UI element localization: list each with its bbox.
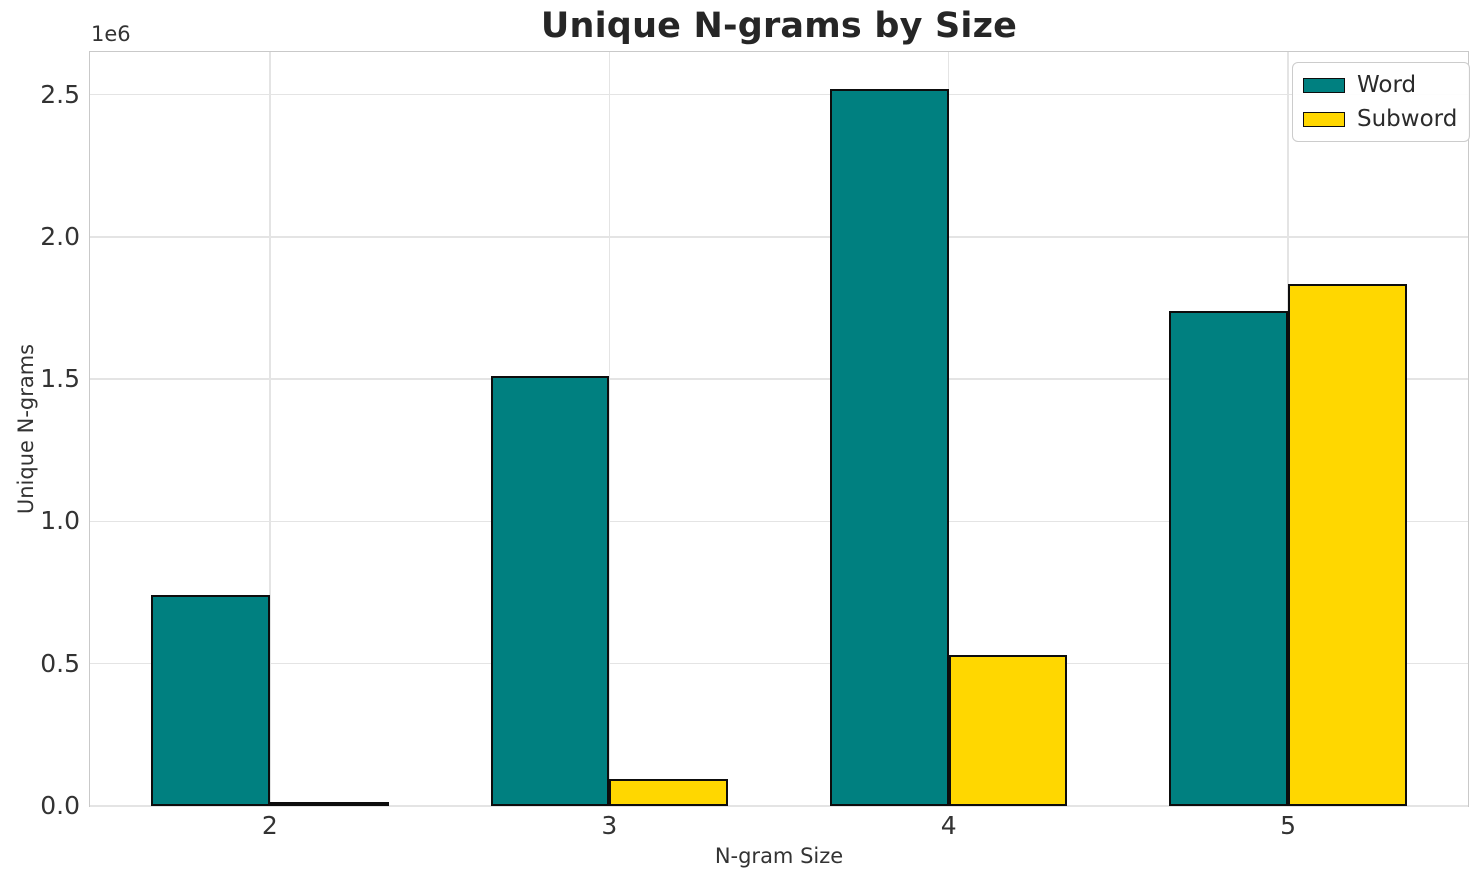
gridline-x-4 — [947, 52, 950, 806]
gridline-y-0.0 — [90, 805, 1468, 807]
legend-label-word: Word — [1357, 72, 1417, 98]
y-tick-label-2.0: 2.0 — [40, 221, 80, 251]
bar-word-4 — [829, 88, 949, 806]
gridline-y-0.5 — [90, 662, 1468, 665]
y-axis-offset-label: 1e6 — [91, 22, 131, 46]
bar-word-2 — [151, 595, 270, 806]
legend-item-word: Word — [1303, 72, 1457, 98]
y-tick-label-1.0: 1.0 — [40, 506, 80, 536]
gridline-y-2.0 — [90, 236, 1468, 238]
y-tick-label-0.0: 0.0 — [40, 791, 80, 820]
gridline-x-3 — [608, 52, 611, 806]
bar-word-3 — [490, 376, 610, 806]
bar-subword-2 — [269, 801, 389, 806]
legend-label-subword: Subword — [1357, 106, 1458, 132]
plot-area — [89, 51, 1469, 807]
legend: Word Subword — [1292, 62, 1471, 142]
x-tick-label-3: 3 — [601, 811, 618, 840]
bar-subword-4 — [948, 655, 1068, 806]
x-axis-label: N-gram Size — [714, 844, 844, 868]
bar-subword-5 — [1288, 283, 1407, 806]
x-tick-label-4: 4 — [940, 811, 957, 840]
legend-item-subword: Subword — [1303, 106, 1457, 132]
bar-subword-3 — [609, 778, 729, 806]
x-tick-label-2: 2 — [261, 811, 278, 840]
x-tick-label-5: 5 — [1280, 811, 1297, 840]
gridline-y-2.5 — [90, 93, 1468, 96]
legend-swatch-word-icon — [1303, 77, 1345, 93]
gridline-y-1.5 — [90, 378, 1468, 380]
bar-word-5 — [1169, 310, 1289, 806]
y-tick-label-2.5: 2.5 — [40, 79, 80, 109]
y-tick-label-1.5: 1.5 — [40, 364, 80, 394]
legend-swatch-subword-icon — [1303, 111, 1345, 127]
y-tick-label-0.5: 0.5 — [40, 648, 80, 678]
gridline-y-1.0 — [90, 520, 1468, 523]
chart-title: Unique N-grams by Size — [540, 6, 1018, 46]
gridline-x-2 — [269, 52, 271, 806]
